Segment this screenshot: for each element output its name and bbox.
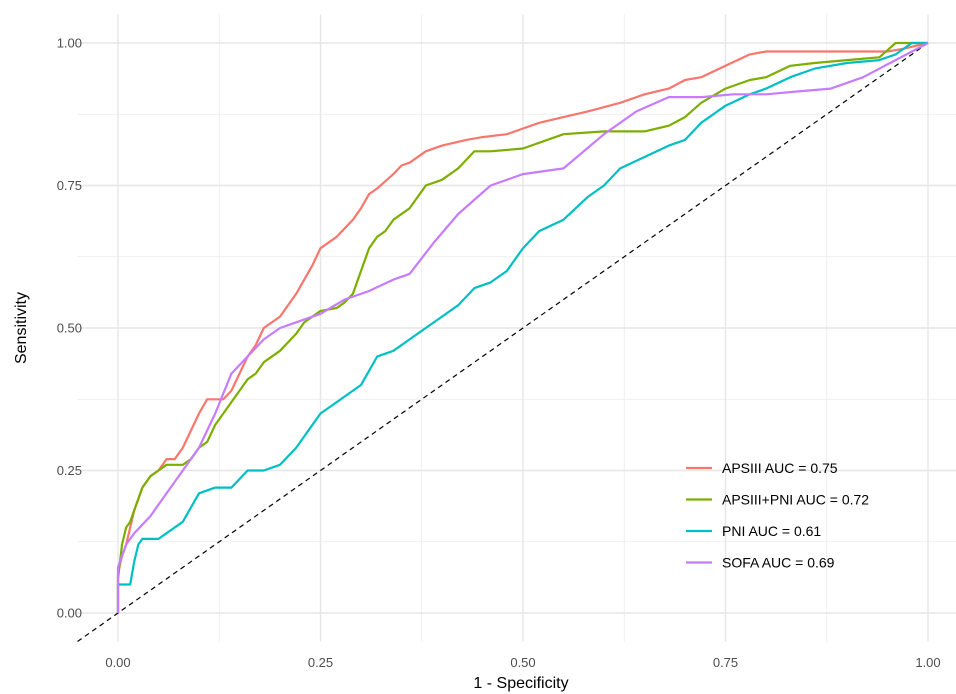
- y-tick-label: 0.75: [57, 178, 82, 193]
- series-line-3: [116, 42, 929, 613]
- y-axis-ticks: 0.00 0.25 0.50 0.75 1.00: [57, 36, 82, 621]
- x-tick-label: 0.00: [105, 655, 130, 670]
- legend-label-3: SOFA AUC = 0.69: [722, 555, 835, 571]
- y-tick-label: 0.25: [57, 463, 82, 478]
- x-tick-label: 0.50: [510, 655, 535, 670]
- x-axis-ticks: 0.00 0.25 0.50 0.75 1.00: [105, 655, 940, 670]
- y-tick-label: 0.00: [57, 606, 82, 621]
- y-tick-label: 0.50: [57, 321, 82, 336]
- legend-label-1: APSIII+PNI AUC = 0.72: [722, 492, 869, 508]
- reference-line-group: [77, 42, 929, 642]
- x-tick-label: 0.75: [713, 655, 738, 670]
- x-tick-label: 0.25: [308, 655, 333, 670]
- series-line-0: [116, 41, 929, 613]
- series-line-1: [116, 41, 928, 613]
- legend: APSIII AUC = 0.75 APSIII+PNI AUC = 0.72 PN…: [686, 460, 869, 571]
- x-axis-title: 1 - Specificity: [473, 675, 568, 692]
- reference-diagonal-line: [77, 42, 929, 642]
- legend-label-2: PNI AUC = 0.61: [722, 523, 821, 539]
- legend-label-0: APSIII AUC = 0.75: [722, 460, 838, 476]
- x-tick-label: 1.00: [915, 655, 940, 670]
- series-line-2: [116, 41, 928, 613]
- y-tick-label: 1.00: [57, 36, 82, 51]
- y-axis-title: Sensitivity: [13, 292, 30, 364]
- grid: [77, 14, 956, 642]
- series-group: [116, 41, 929, 613]
